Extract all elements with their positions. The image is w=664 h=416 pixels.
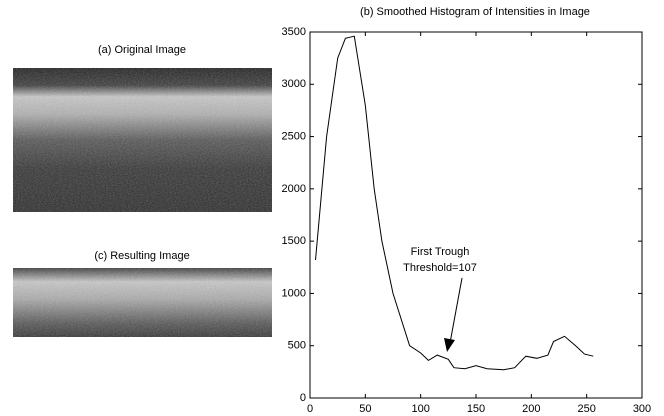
y-tick-label: 1000 — [282, 287, 306, 299]
x-tick-label: 100 — [411, 403, 429, 415]
x-tick-label: 250 — [577, 403, 595, 415]
histogram-line — [315, 35, 594, 371]
y-tick-label: 1500 — [282, 235, 306, 247]
annotation: Threshold=107 — [403, 262, 477, 274]
original-image: (a) Original Image — [13, 44, 272, 212]
x-tick-label: 0 — [307, 403, 313, 415]
arrow-head — [444, 338, 455, 352]
chart-title: (b) Smoothed Histogram of Intensities in… — [360, 6, 590, 18]
resulting-image: (c) Resulting Image — [13, 250, 272, 337]
image-title: (a) Original Image — [98, 44, 186, 56]
image-title: (c) Resulting Image — [94, 250, 189, 262]
chart: (b) Smoothed Histogram of Intensities in… — [282, 6, 652, 415]
x-tick-label: 300 — [633, 403, 651, 415]
x-tick-label: 150 — [467, 403, 485, 415]
y-tick-label: 2500 — [282, 130, 306, 142]
y-tick-label: 500 — [288, 340, 306, 352]
x-tick-label: 50 — [359, 403, 371, 415]
annotation-arrow — [449, 277, 463, 344]
annotation: First Trough — [411, 246, 470, 258]
y-tick-label: 3000 — [282, 78, 306, 90]
plot-frame — [309, 31, 643, 399]
y-tick-label: 0 — [300, 392, 306, 404]
y-tick-label: 3500 — [282, 26, 306, 38]
x-tick-label: 200 — [522, 403, 540, 415]
y-tick-label: 2000 — [282, 183, 306, 195]
